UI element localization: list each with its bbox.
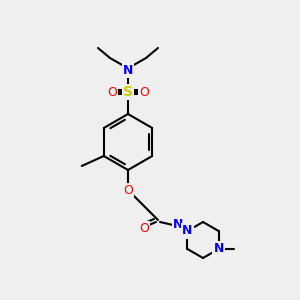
Text: N: N [213,242,224,256]
Text: O: O [139,221,149,235]
Text: N: N [173,218,183,232]
Text: S: S [123,85,133,99]
Text: O: O [123,184,133,196]
Text: N: N [123,64,133,76]
Text: O: O [139,85,149,98]
Text: N: N [182,224,193,238]
Text: O: O [107,85,117,98]
